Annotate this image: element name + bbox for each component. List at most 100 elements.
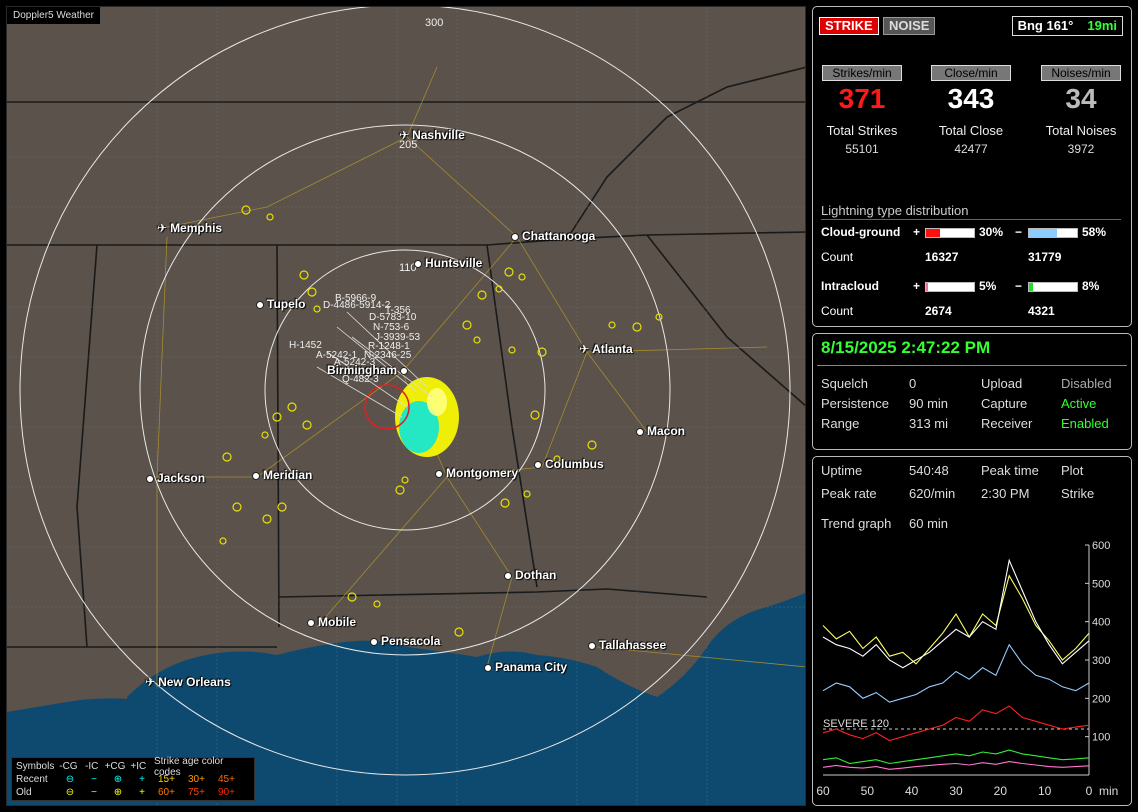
- plot-label: Plot: [1061, 463, 1084, 478]
- highways: [156, 66, 805, 687]
- x-tick-label: 50: [861, 784, 875, 798]
- gulf-water: [127, 592, 805, 805]
- upload-value[interactable]: Disabled: [1061, 376, 1112, 391]
- close-per-min-button[interactable]: Close/min: [931, 65, 1011, 81]
- legend-header-row: Symbols -CG -IC +CG +IC Strike age color…: [16, 755, 224, 778]
- city-dot-icon: [435, 470, 443, 478]
- storm-label: N-753-6: [373, 322, 410, 333]
- peak-rate-label: Peak rate: [821, 486, 877, 501]
- cg-positive-percent: 30%: [979, 225, 1004, 239]
- x-tick-label: 0: [1086, 784, 1093, 798]
- noise-mode-button[interactable]: NOISE: [883, 17, 936, 35]
- current-datetime: 8/15/2025 2:47:22 PM: [821, 338, 991, 357]
- legend-recent-row: Recent ⊖ − ⊕ + 15+ 30+ 45+: [16, 774, 235, 785]
- total-close-label: Total Close: [938, 123, 1004, 138]
- storm-label: B-5966-9: [335, 293, 377, 304]
- city-dot-icon: [252, 472, 260, 480]
- city-mobile: Mobile: [307, 615, 356, 629]
- trend-graph-span[interactable]: 60 min: [909, 516, 949, 531]
- distance-value: 19mi: [1087, 18, 1117, 33]
- strike-map[interactable]: Doppler5 Weather: [6, 6, 806, 806]
- cg-negative-count: 31779: [1028, 250, 1062, 264]
- city-dot-icon: [256, 301, 264, 309]
- ic-positive-count: 2674: [925, 304, 952, 318]
- rates-panel: STRIKE NOISE Bng 161° 19mi Strikes/min 3…: [812, 6, 1132, 327]
- city-dot-icon: [400, 367, 409, 375]
- legend-old-row: Old ⊖ − ⊕ + 60+ 75+ 90+: [16, 787, 235, 798]
- cg-count-row: Count 16327 31779: [821, 250, 1062, 264]
- ring-label-outer: 300: [425, 17, 444, 29]
- close-stat: Close/min 343 Total Close 42477: [931, 65, 1011, 156]
- x-tick-label: 30: [949, 784, 963, 798]
- pos-ic-icon: +: [139, 774, 145, 785]
- city-tallahassee: Tallahassee: [588, 638, 666, 652]
- squelch-value[interactable]: 0: [909, 376, 917, 391]
- city-memphis: ✈ Memphis: [157, 221, 223, 235]
- city-dot-icon: [504, 572, 512, 580]
- neg-cg-icon: ⊖: [65, 774, 75, 785]
- plot-value[interactable]: Strike: [1061, 486, 1095, 501]
- noises-per-min-button[interactable]: Noises/min: [1041, 65, 1121, 81]
- storm-label: Q-482-3: [342, 374, 379, 385]
- y-tick-label: 400: [1092, 617, 1110, 629]
- storm-label: T-356: [385, 305, 411, 316]
- ic-negative-percent: 8%: [1082, 279, 1100, 293]
- x-unit-label: min: [1099, 784, 1118, 798]
- x-tick-label: 60: [816, 784, 830, 798]
- ic-negative-bar: [1028, 282, 1078, 292]
- neg-cg-icon: ⊖: [65, 787, 75, 798]
- city-dot-icon: [307, 619, 315, 627]
- city-jackson: Jackson: [146, 471, 205, 485]
- strike-mode-button[interactable]: STRIKE: [819, 17, 879, 35]
- divider: [817, 365, 1127, 366]
- symbol-legend: Symbols -CG -IC +CG +IC Strike age color…: [11, 755, 255, 801]
- city-panama-city: Panama City: [484, 660, 567, 674]
- airport-icon: ✈: [145, 675, 156, 689]
- persistence-value[interactable]: 90 min: [909, 396, 949, 411]
- capture-value[interactable]: Active: [1061, 396, 1097, 411]
- strike-cluster: [316, 311, 459, 457]
- strikes-per-min-button[interactable]: Strikes/min: [822, 65, 902, 81]
- cloud-ground-label: Cloud-ground: [821, 225, 901, 239]
- y-tick-label: 500: [1092, 578, 1110, 590]
- cg-positive-bar: [925, 228, 975, 238]
- trend-series-1: [822, 558, 1090, 669]
- map-basemap: [7, 7, 805, 805]
- city-dot-icon: [146, 475, 154, 483]
- cloud-ground-row: Cloud-ground + 30% − 58%: [821, 225, 1107, 239]
- storm-label: D-4486-5914-2: [323, 300, 391, 311]
- peak-time-label: Peak time: [981, 463, 1039, 478]
- range-rings: [19, 7, 791, 776]
- strikes-stat: Strikes/min 371 Total Strikes 55101: [822, 65, 902, 156]
- range-label: Range: [821, 416, 860, 431]
- city-atlanta: ✈ Atlanta: [579, 342, 633, 356]
- upload-label: Upload: [981, 376, 1023, 391]
- ic-positive-bar: [925, 282, 975, 292]
- city-pensacola: Pensacola: [370, 634, 440, 648]
- y-tick-label: 300: [1092, 655, 1110, 667]
- trend-panel: Uptime 540:48 Peak time Plot Peak rate 6…: [812, 456, 1132, 806]
- city-dothan: Dothan: [504, 568, 556, 582]
- storm-label: J-3939-53: [375, 332, 421, 343]
- trend-series-2: [822, 643, 1090, 703]
- app-title: Doppler5 Weather: [7, 7, 100, 24]
- city-tupelo: Tupelo: [256, 297, 305, 311]
- city-chattanooga: Chattanooga: [511, 229, 595, 243]
- uptime-value: 540:48: [909, 463, 949, 478]
- y-tick-label: 100: [1092, 732, 1110, 744]
- uptime-label: Uptime: [821, 463, 863, 478]
- total-noises-label: Total Noises: [1045, 123, 1117, 138]
- receiver-label: Receiver: [981, 416, 1033, 431]
- ring-label-middle: 205: [399, 139, 418, 151]
- trend-graph-label: Trend graph: [821, 516, 892, 531]
- severe-label: SEVERE 120: [823, 718, 889, 730]
- ic-count-row: Count 2674 4321: [821, 304, 1055, 318]
- scattered-strikes: [219, 205, 663, 637]
- range-value[interactable]: 313 mi: [909, 416, 949, 431]
- receiver-value[interactable]: Enabled: [1061, 416, 1109, 431]
- total-close-value: 42477: [954, 142, 988, 156]
- ring-label-inner: 110: [399, 262, 417, 274]
- x-tick-label: 40: [905, 784, 919, 798]
- cg-negative-percent: 58%: [1082, 225, 1107, 239]
